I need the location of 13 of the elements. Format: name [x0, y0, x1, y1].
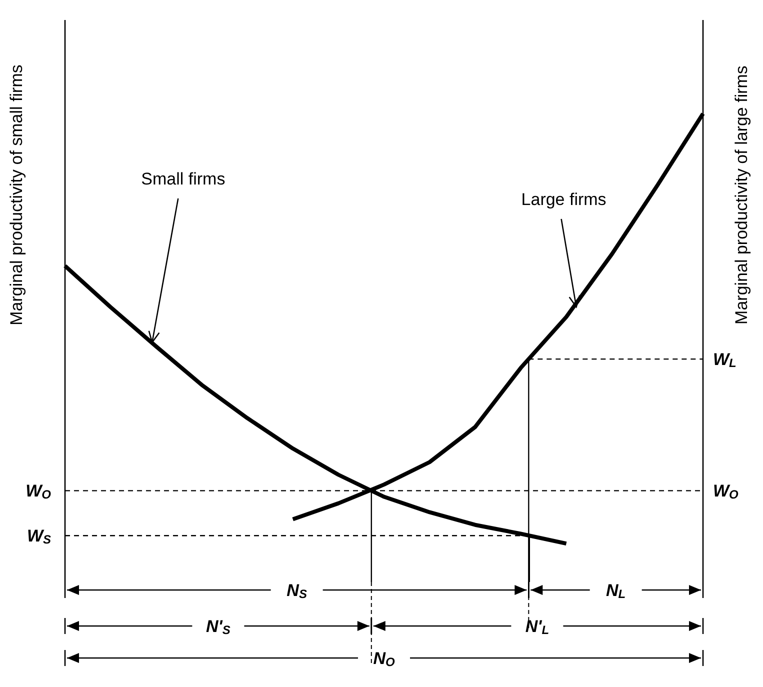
annotation: N$_{L}$ [606, 581, 626, 601]
text: N$_{O}$ [373, 649, 396, 669]
text: N'$_{L}$ [525, 617, 550, 637]
y-axis-title: Marginal productivity of small firms [7, 64, 26, 326]
text: Small firms [141, 169, 226, 188]
ref-line-label: W$_{O}$ [713, 482, 740, 502]
text: W$_{O}$ [26, 482, 51, 502]
ref-line-label: W$_{L}$ [713, 350, 736, 370]
ref-line-label: W$_{S}$ [26, 526, 51, 547]
annotation: N$_{S}$ [286, 581, 307, 601]
series-label: Large firms [521, 190, 606, 209]
y2-axis-title: Marginal productivity of large firms [732, 66, 751, 324]
text: N'$_{S}$ [206, 617, 230, 637]
